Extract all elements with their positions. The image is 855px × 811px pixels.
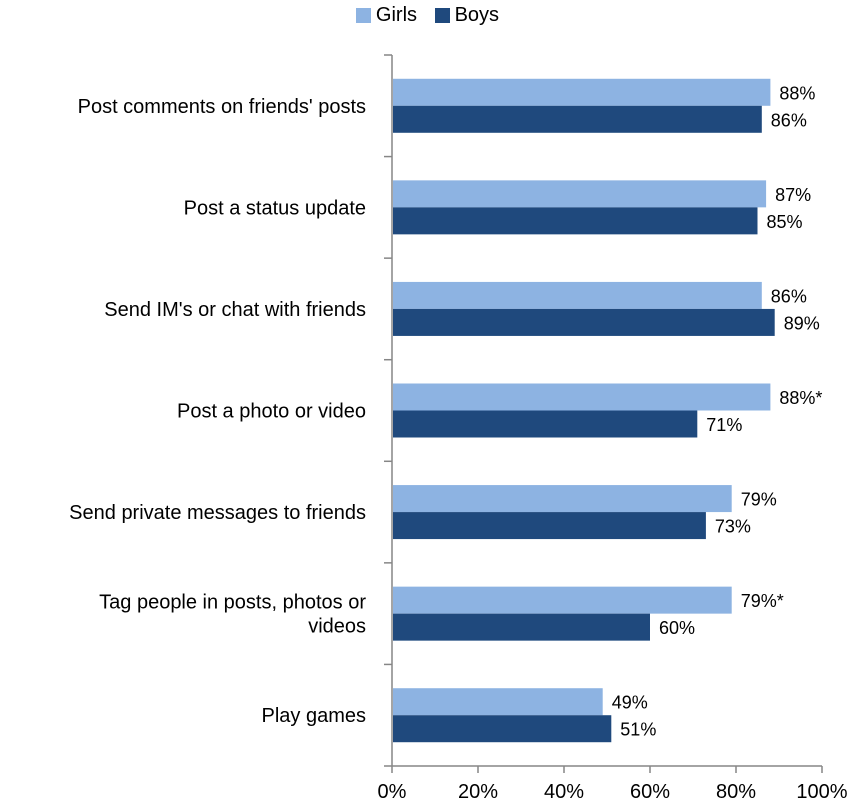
category-label: Post a photo or video [177,401,366,423]
category-label: Send IM's or chat with friends [104,299,366,321]
bar-boys [393,512,706,540]
bar-girls [393,688,603,716]
data-label-boys: 86% [771,110,807,130]
legend-item-boys: Boys [434,4,500,27]
bar-girls [393,383,771,411]
legend-label-girls: Girls [375,4,418,26]
x-tick-label: 40% [544,781,584,803]
bar-girls [393,281,762,309]
bar-girls [393,485,732,513]
category-label: Post comments on friends' posts [78,96,366,118]
data-label-girls: 88%* [779,388,822,408]
data-label-girls: 87% [775,185,811,205]
category-label: Post a status update [184,197,366,219]
legend-label-boys: Boys [454,4,500,26]
x-tick-label: 80% [716,781,756,803]
x-tick-label: 100% [796,781,847,803]
data-label-boys: 89% [784,313,820,333]
data-label-girls: 86% [771,286,807,306]
bar-girls [393,78,771,106]
data-label-boys: 73% [715,517,751,537]
category-label: videos [308,616,366,638]
x-tick-label: 20% [458,781,498,803]
x-tick-label: 60% [630,781,670,803]
bar-boys [393,410,698,438]
bar-boys [393,105,762,133]
data-label-girls: 88% [779,83,815,103]
bar-girls [393,586,732,614]
legend-swatch-boys [434,8,450,23]
bar-boys [393,308,775,336]
category-label: Tag people in posts, photos or [99,592,366,614]
bar-boys [393,613,650,641]
data-label-girls: 79% [741,490,777,510]
bar-boys [393,715,612,743]
legend-item-girls: Girls [355,4,418,27]
category-label: Send private messages to friends [69,502,366,524]
data-label-boys: 60% [659,618,695,638]
data-label-boys: 71% [706,415,742,435]
bar-boys [393,207,758,235]
data-label-boys: 85% [767,212,803,232]
x-tick-label: 0% [378,781,407,803]
data-label-boys: 51% [620,720,656,740]
legend: Girls Boys [0,4,855,29]
bar-girls [393,180,767,208]
legend-swatch-girls [355,8,371,23]
category-label: Play games [262,705,367,727]
data-label-girls: 79%* [741,591,784,611]
data-label-girls: 49% [612,693,648,713]
